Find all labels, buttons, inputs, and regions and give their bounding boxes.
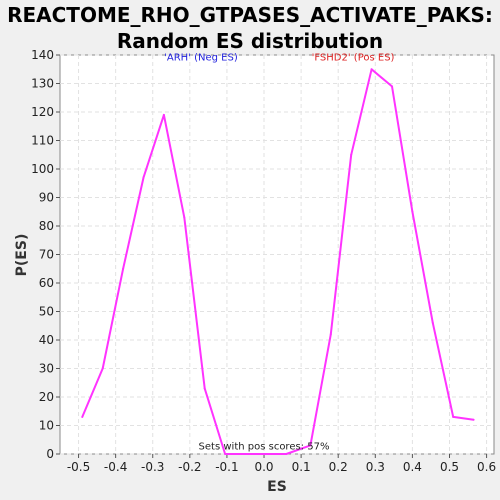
annotation-label: 'FSHD2' (Pos ES) (312, 53, 395, 64)
y-tick-label: 20 (39, 390, 54, 404)
annotation-label: 'ARH' (Neg ES) (164, 53, 238, 64)
y-tick-label: 60 (39, 276, 54, 290)
data-point (81, 415, 84, 418)
x-tick-label: 0.2 (329, 460, 348, 474)
x-tick-label: 0.3 (366, 460, 385, 474)
data-point (224, 453, 227, 455)
y-tick-label: 140 (31, 48, 54, 62)
x-tick-label: 0.5 (440, 460, 459, 474)
data-point (411, 210, 414, 213)
x-tick-label: -0.3 (141, 460, 164, 474)
data-point (101, 367, 104, 370)
y-tick-label: 30 (39, 362, 54, 376)
data-point (285, 453, 288, 455)
series-line (81, 68, 474, 455)
x-tick-label: 0.0 (254, 460, 273, 474)
y-axis-title: P(ES) (14, 234, 30, 277)
y-tick-label: 70 (39, 248, 54, 262)
y-tick-label: 90 (39, 191, 54, 205)
x-tick-label: 0.1 (292, 460, 311, 474)
data-point (203, 387, 206, 390)
chart-title-line2: Random ES distribution (116, 29, 384, 53)
x-tick-label: -0.4 (104, 460, 127, 474)
annotations: 'ARH' (Neg ES) 'FSHD2' (Pos ES) Sets with … (164, 53, 394, 453)
data-point (370, 68, 373, 71)
y-tick-label: 120 (31, 105, 54, 119)
y-tick-label: 110 (31, 134, 54, 148)
data-point (244, 453, 247, 455)
data-point (329, 333, 332, 336)
data-point (162, 113, 165, 116)
series-group (81, 68, 475, 455)
data-point (350, 153, 353, 156)
data-point (472, 418, 475, 421)
x-axis-title: ES (267, 479, 287, 495)
y-tick-label: 10 (39, 419, 54, 433)
chart-title-line1: REACTOME_RHO_GTPASES_ACTIVATE_PAKS: (7, 3, 493, 27)
y-tick-label: 0 (46, 447, 54, 461)
data-point (183, 216, 186, 219)
y-axis: 0 10 20 30 40 50 60 70 80 90 100 110 120 130 140 (31, 48, 60, 461)
x-tick-label: -0.1 (215, 460, 238, 474)
x-tick-label: 0.6 (477, 460, 496, 474)
y-tick-label: 40 (39, 333, 54, 347)
y-tick-label: 50 (39, 305, 54, 319)
y-tick-label: 80 (39, 219, 54, 233)
annotation-label: Sets with pos scores: 57% (199, 442, 330, 453)
y-tick-label: 130 (31, 77, 54, 91)
data-point (452, 415, 455, 418)
data-point (122, 267, 125, 270)
chart-title: REACTOME_RHO_GTPASES_ACTIVATE_PAKS: Rand… (0, 2, 500, 54)
x-tick-label: -0.5 (67, 460, 90, 474)
x-tick-label: 0.4 (403, 460, 422, 474)
data-point (142, 176, 145, 179)
grid (60, 54, 494, 455)
data-point (431, 321, 434, 324)
x-axis: -0.5 -0.4 -0.3 -0.2 -0.1 0.0 0.1 0.2 0.3 0.4 0.5 0.… (67, 454, 496, 474)
y-tick-label: 100 (31, 162, 54, 176)
data-point (309, 444, 312, 447)
data-point (390, 85, 393, 88)
data-point (263, 453, 266, 455)
x-tick-label: -0.2 (178, 460, 201, 474)
